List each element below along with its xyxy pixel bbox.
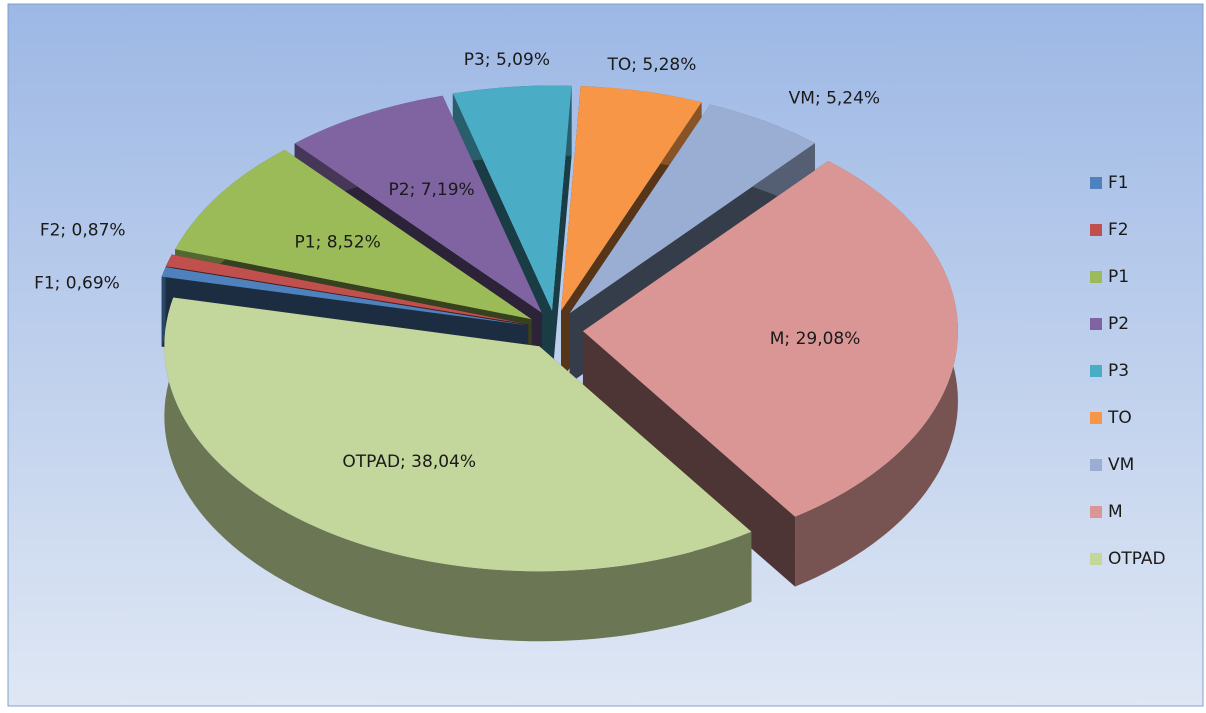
slice-side: [551, 85, 572, 381]
legend-swatch: [1090, 177, 1102, 189]
slice-wall: [164, 297, 752, 642]
legend: F1 F2 P1 P2 P3 TO VM M OTPAD: [1090, 173, 1166, 569]
data-label: P2; 7,19%: [389, 180, 475, 200]
legend-swatch: [1090, 224, 1102, 236]
data-label: OTPAD; 38,04%: [342, 452, 476, 472]
slice: [161, 267, 528, 326]
legend-label: P2: [1108, 314, 1129, 334]
legend-swatch: [1090, 271, 1102, 283]
slice: [164, 297, 752, 572]
legend-label: M: [1108, 502, 1123, 522]
legend-label: P3: [1108, 361, 1129, 381]
data-label: P3; 5,09%: [464, 50, 550, 70]
slice: [582, 160, 958, 517]
slice-wall: [161, 267, 166, 347]
data-label: F2; 0,87%: [40, 221, 126, 241]
slice-side: [582, 331, 796, 587]
legend-label: F1: [1108, 173, 1129, 193]
slice: [569, 104, 815, 314]
slice: [294, 95, 542, 313]
legend-swatch: [1090, 506, 1102, 518]
data-label: F1; 0,69%: [34, 273, 120, 293]
legend-label: F2: [1108, 220, 1129, 240]
slice: [175, 149, 532, 320]
legend-label: TO: [1107, 408, 1132, 428]
pie: F1; 0,69% F2; 0,87% P1; 8,52% P2; 7,19% P3; …: [34, 50, 958, 642]
data-label: P1; 8,52%: [295, 232, 381, 252]
data-label: M; 29,08%: [770, 329, 861, 349]
legend-label: P1: [1108, 267, 1129, 287]
legend-swatch: [1090, 459, 1102, 471]
legend-label: VM: [1108, 455, 1134, 475]
slice: [561, 86, 702, 311]
legend-swatch: [1090, 412, 1102, 424]
legend-swatch: [1090, 365, 1102, 377]
legend-swatch: [1090, 318, 1102, 330]
data-label: TO; 5,28%: [607, 55, 697, 75]
legend-swatch: [1090, 553, 1102, 565]
legend-label: OTPAD: [1108, 549, 1166, 569]
slice: [452, 85, 572, 311]
slice: [165, 254, 529, 325]
data-label: VM; 5,24%: [789, 88, 880, 108]
